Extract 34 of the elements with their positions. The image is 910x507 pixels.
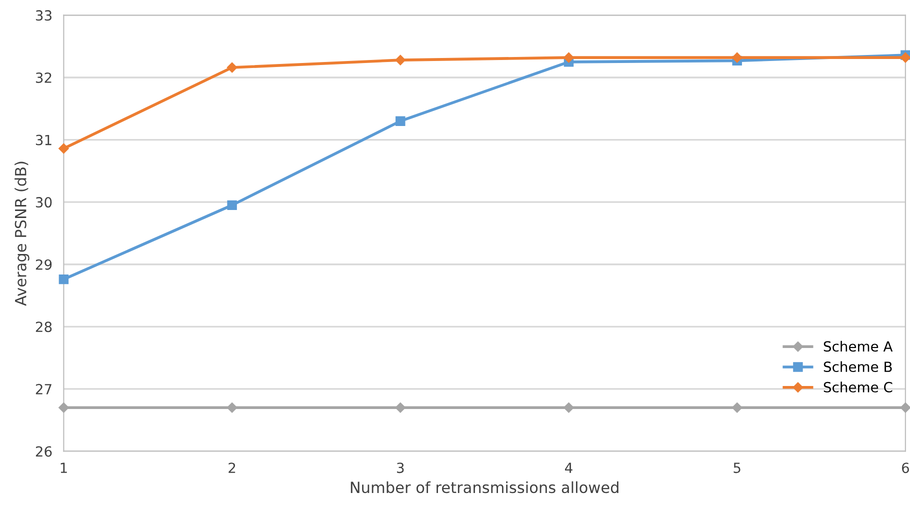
x-tick-label: 1 <box>60 462 67 473</box>
legend-label: Scheme C <box>824 382 892 392</box>
point <box>227 200 237 210</box>
y-axis-title: Average PSNR (dB) <box>14 162 30 306</box>
y-tick-label: 29 <box>36 259 52 270</box>
y-tick-label: 28 <box>36 322 52 332</box>
x-tick-label: 5 <box>734 462 740 474</box>
point <box>58 402 69 413</box>
point <box>226 402 238 413</box>
legend-label: Scheme B <box>824 361 892 372</box>
point <box>564 52 574 63</box>
point <box>395 54 406 66</box>
y-tick-label: 32 <box>36 72 52 83</box>
point <box>732 402 742 413</box>
point <box>564 402 574 413</box>
y-tick-label: 33 <box>36 10 52 21</box>
x-tick-label: 2 <box>228 462 236 473</box>
point <box>396 116 406 126</box>
point <box>900 52 910 63</box>
legend-label: Scheme A <box>824 340 893 352</box>
y-tick-label: 27 <box>36 384 52 394</box>
y-tick-label: 30 <box>36 197 52 208</box>
x-axis-title: Number of retransmissions allowed <box>350 481 618 494</box>
point <box>395 402 406 413</box>
point <box>226 62 238 73</box>
y-tick-label: 26 <box>36 446 52 457</box>
x-tick-label: 3 <box>397 462 404 474</box>
x-tick-label: 4 <box>565 462 572 473</box>
point <box>732 52 742 63</box>
point <box>900 402 910 413</box>
y-tick-label: 31 <box>36 134 52 146</box>
x-tick-label: 6 <box>902 462 909 474</box>
point <box>58 143 69 154</box>
point <box>58 274 69 284</box>
